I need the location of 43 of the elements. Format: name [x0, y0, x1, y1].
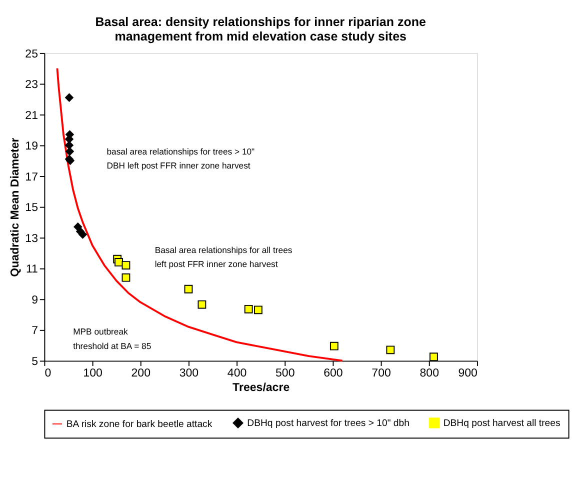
- annotation: MPB outbreak threshold at BA = 85: [73, 326, 152, 351]
- point: [244, 304, 253, 314]
- x-tick-label: 500: [276, 368, 295, 380]
- x-tick-label: 0: [44, 368, 52, 380]
- point: [122, 273, 130, 282]
- x-axis-title: Trees/acre: [232, 382, 290, 394]
- legend-label: BA risk zone for bark beetle attack: [66, 418, 212, 430]
- point: [122, 261, 130, 270]
- x-tick-label: 800: [420, 368, 440, 380]
- point: [386, 346, 395, 354]
- legend-label: DBHq post harvest all trees: [443, 418, 560, 429]
- y-tick-label: 19: [25, 140, 38, 153]
- y-tick-label: 15: [25, 202, 38, 214]
- y-tick-label: 21: [25, 110, 38, 122]
- y-tick-label: 23: [25, 79, 38, 92]
- point: [198, 300, 206, 309]
- point: [430, 352, 438, 362]
- x-tick-label: 100: [83, 368, 102, 380]
- legend-label: DBHq post harvest for trees > 10" dbh: [247, 418, 410, 429]
- x-tick-label: 600: [324, 368, 343, 380]
- annotation: Basal area relationships for all trees left post FFR inner zone harvest: [154, 244, 293, 270]
- x-tick-label: 400: [227, 368, 247, 380]
- y-tick-label: 25: [25, 48, 38, 60]
- point: [66, 147, 74, 156]
- point: [254, 306, 262, 314]
- annotation: basal area relationships for trees > 10" DBH left post FFR inner zone harvest: [106, 146, 255, 171]
- y-tick-label: 7: [32, 325, 38, 338]
- point: [330, 342, 338, 350]
- point: [184, 284, 193, 294]
- x-tick-label: 900: [458, 368, 478, 380]
- x-tick-label: 700: [372, 368, 391, 380]
- y-axis-title: Quadratic Mean Diameter: [9, 137, 22, 277]
- y-tick-label: 11: [26, 264, 38, 276]
- x-tick-label: 300: [179, 368, 199, 380]
- y-tick-label: 17: [25, 171, 38, 184]
- y-tick-label: 13: [25, 232, 38, 245]
- chart-title: Basal area: density relationships for inner riparian zone management from mid elevation case study sites: [95, 15, 426, 44]
- point: [114, 258, 123, 266]
- line-series: [56, 67, 344, 362]
- y-tick-label: 9: [32, 294, 38, 306]
- y-tick-label: 5: [32, 356, 38, 368]
- x-tick-label: 200: [131, 368, 151, 380]
- point: [65, 93, 74, 102]
